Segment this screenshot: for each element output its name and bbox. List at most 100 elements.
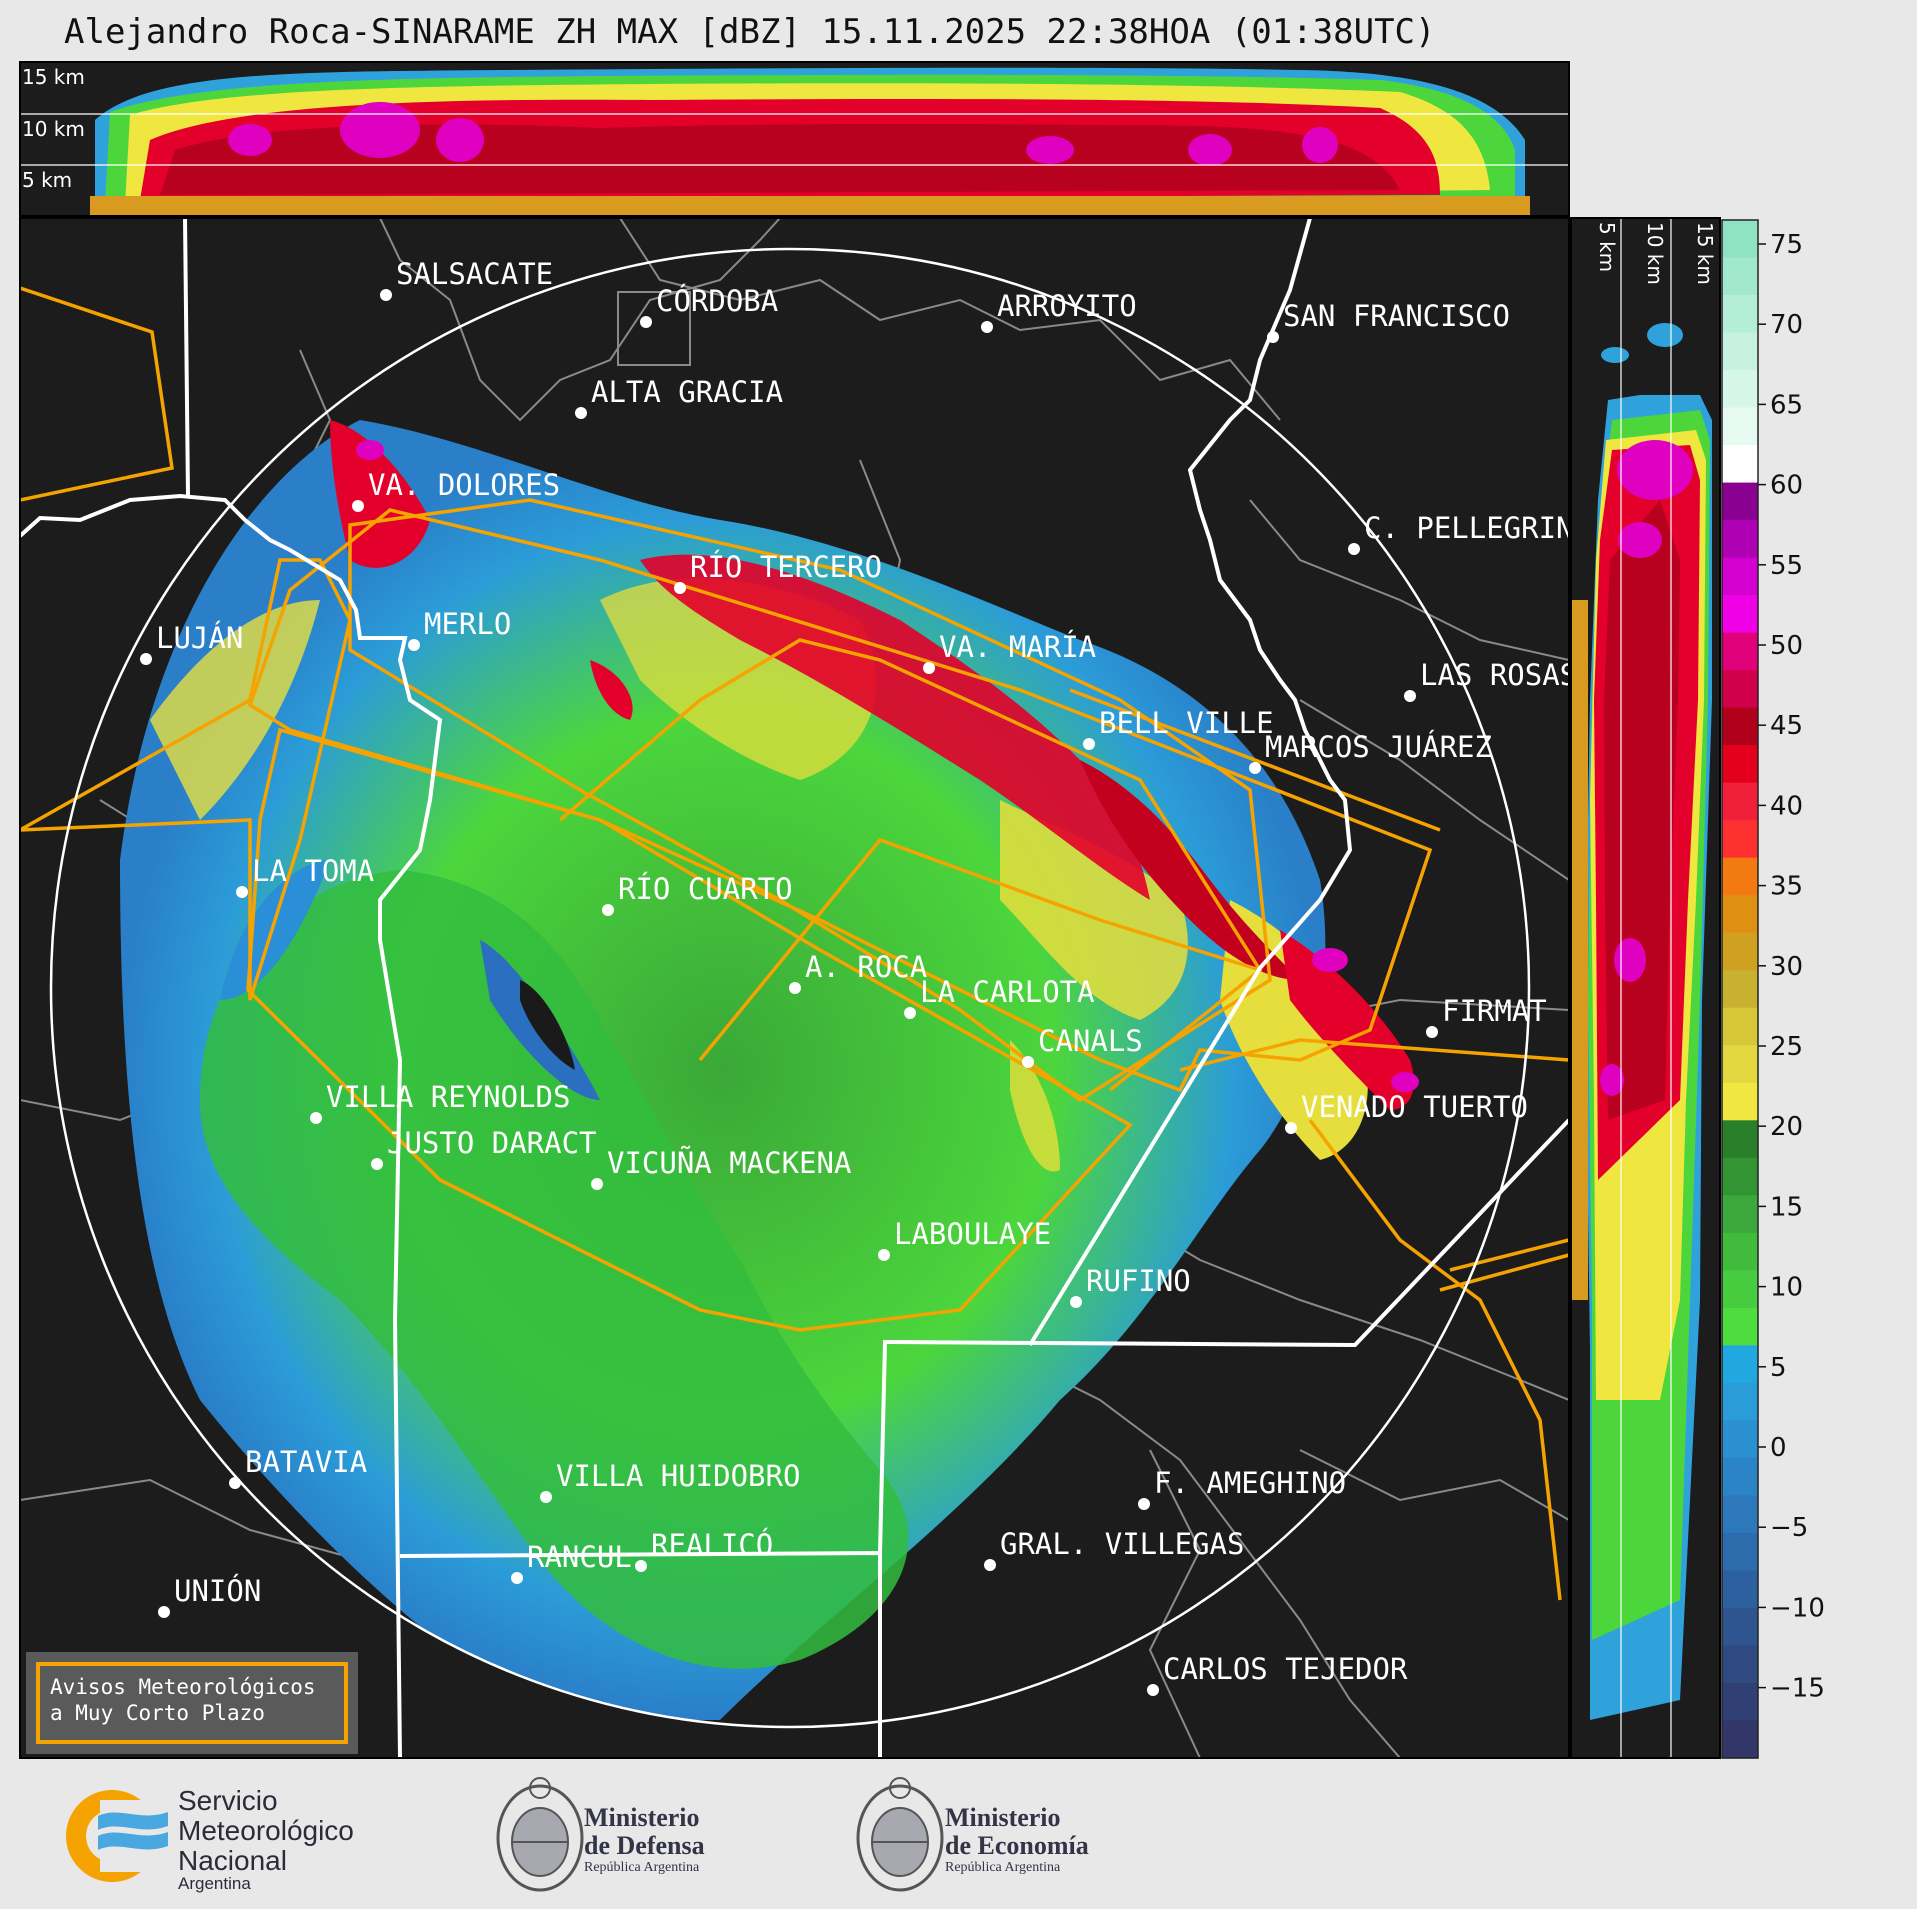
defensa-seal-icon (496, 1777, 584, 1892)
colorbar-tick-label: 10 (1770, 1273, 1803, 1303)
city-marker: RÍO CUARTO (602, 872, 793, 916)
city-label: RÍO CUARTO (618, 872, 793, 906)
city-label: UNIÓN (174, 1574, 261, 1608)
city-dot-icon (575, 407, 587, 419)
colorbar-tick-label: 55 (1770, 551, 1803, 581)
city-label: ALTA GRACIA (591, 375, 783, 409)
city-dot-icon (236, 886, 248, 898)
city-marker: GRAL. VILLEGAS (984, 1527, 1244, 1571)
colorbar-segment (1722, 295, 1758, 334)
city-dot-icon (310, 1112, 322, 1124)
city-label: RUFINO (1086, 1264, 1191, 1298)
colorbar-segment (1722, 1570, 1758, 1609)
city-label: REALICÓ (651, 1528, 773, 1562)
city-label: BATAVIA (245, 1445, 367, 1479)
city-marker: VILLA REYNOLDS (310, 1080, 570, 1124)
top-height-label-15: 15 km (22, 65, 85, 89)
city-label: LABOULAYE (894, 1217, 1051, 1251)
city-label: RÍO TERCERO (690, 550, 882, 584)
colorbar-tick-label: 40 (1770, 791, 1803, 821)
colorbar-segment (1722, 707, 1758, 746)
colorbar-segment (1722, 1382, 1758, 1421)
city-marker: VA. DOLORES (352, 468, 560, 512)
city-dot-icon (981, 321, 993, 333)
colorbar-segment (1722, 1082, 1758, 1121)
city-marker: JUSTO DARACT (371, 1126, 597, 1170)
colorbar-segment (1722, 257, 1758, 296)
side-height-label-15: 15 km (1693, 222, 1717, 285)
city-dot-icon (1083, 738, 1095, 750)
colorbar-segment (1722, 407, 1758, 446)
city-label: VA. DOLORES (368, 468, 560, 502)
colorbar-tick-label: 0 (1770, 1433, 1787, 1463)
city-dot-icon (904, 1007, 916, 1019)
city-marker: VILLA HUIDOBRO (540, 1459, 800, 1503)
city-dot-icon (408, 639, 420, 651)
city-dot-icon (371, 1158, 383, 1170)
colorbar-tick-label: 60 (1770, 471, 1803, 501)
colorbar-segment (1722, 670, 1758, 709)
city-marker: REALICÓ (635, 1528, 773, 1572)
city-marker: ALTA GRACIA (575, 375, 783, 419)
city-dot-icon (158, 1606, 170, 1618)
colorbar-segment (1722, 1720, 1758, 1759)
colorbar-segment (1722, 970, 1758, 1009)
colorbar-segment (1722, 1645, 1758, 1684)
city-dot-icon (1426, 1026, 1438, 1038)
colorbar-segment (1722, 370, 1758, 409)
colorbar-segment (1722, 1420, 1758, 1459)
colorbar-tick-label: 15 (1770, 1192, 1803, 1222)
defensa-logo-text: Ministerio de Defensa República Argentin… (584, 1803, 705, 1876)
city-label: JUSTO DARACT (387, 1126, 597, 1160)
city-label: ARROYITO (997, 289, 1137, 323)
city-dot-icon (923, 662, 935, 674)
city-label: VILLA REYNOLDS (326, 1080, 570, 1114)
colorbar-tick-label: 70 (1770, 310, 1803, 340)
city-label: LA CARLOTA (920, 975, 1095, 1009)
city-marker: MERLO (408, 607, 511, 651)
colorbar-segment (1722, 1532, 1758, 1572)
colorbar-segment (1722, 557, 1758, 596)
colorbar-tick-label: −5 (1770, 1513, 1808, 1543)
city-label: CANALS (1038, 1024, 1143, 1058)
colorbar-tick-label: 5 (1770, 1353, 1787, 1383)
side-height-panel: 5 km 10 km 15 km (1570, 217, 1721, 1759)
colorbar-tick-label: 35 (1770, 872, 1803, 902)
city-label: BELL VILLE (1099, 706, 1274, 740)
city-marker: CÓRDOBA (640, 284, 778, 328)
colorbar-segment (1722, 332, 1758, 371)
colorbar-tick-label: 25 (1770, 1032, 1803, 1062)
city-dot-icon (1249, 762, 1261, 774)
city-marker: LUJÁN (140, 621, 243, 665)
city-marker: CANALS (1022, 1024, 1143, 1068)
city-marker: ARROYITO (981, 289, 1137, 333)
colorbar-segment (1722, 1007, 1758, 1046)
city-label: VA. MARÍA (939, 630, 1096, 664)
city-dot-icon (140, 653, 152, 665)
city-dot-icon (1022, 1056, 1034, 1068)
side-height-label-5: 5 km (1595, 222, 1619, 272)
colorbar-segment (1722, 1195, 1758, 1234)
colorbar-segment (1722, 1345, 1758, 1384)
city-marker: RANCUL (511, 1540, 632, 1584)
colorbar-segment (1722, 745, 1758, 784)
colorbar-segment (1722, 1270, 1758, 1309)
city-marker: LA TOMA (236, 854, 374, 898)
city-dot-icon (380, 289, 392, 301)
city-marker: RUFINO (1070, 1264, 1191, 1308)
smn-logo-text: Servicio Meteorológico Nacional Argentin… (178, 1785, 354, 1894)
city-dot-icon (591, 1178, 603, 1190)
colorbar-tick-label: 50 (1770, 631, 1803, 661)
city-label: A. ROCA (805, 950, 927, 984)
colorbar-segment (1722, 895, 1758, 934)
city-marker: BATAVIA (229, 1445, 367, 1489)
radar-map: SALSACATE CÓRDOBA ARROYITO SAN FRANCISCO ALT… (19, 217, 1570, 1759)
city-label: VENADO TUERTO (1301, 1090, 1528, 1124)
city-dot-icon (789, 982, 801, 994)
city-marker: A. ROCA (789, 950, 927, 994)
city-marker: MARCOS JUÁREZ (1249, 730, 1492, 774)
colorbar-tick-label: 20 (1770, 1112, 1803, 1142)
warning-polygons (20, 286, 1569, 1601)
